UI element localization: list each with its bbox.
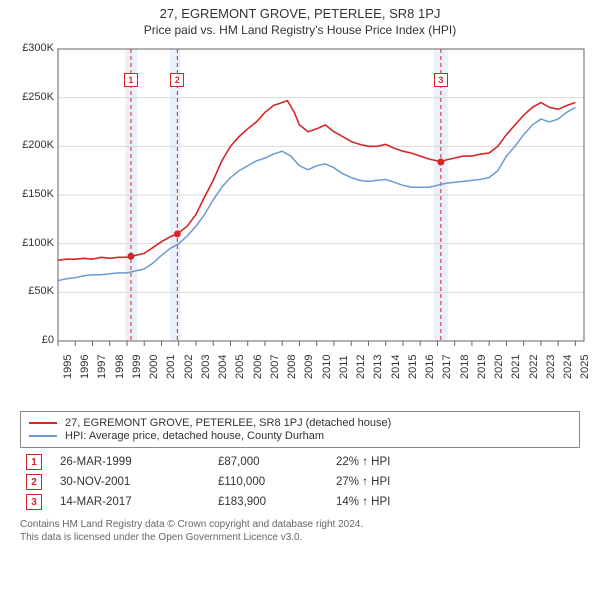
x-tick-label: 2022: [528, 355, 540, 379]
sale-marker-3: 3: [434, 73, 448, 87]
x-tick-label: 2008: [286, 355, 298, 379]
x-tick-label: 2000: [148, 355, 160, 379]
x-tick-label: 2002: [183, 355, 195, 379]
x-tick-label: 1996: [79, 355, 91, 379]
sale-delta: 14% ↑ HPI: [336, 496, 456, 508]
x-tick-label: 1999: [131, 355, 143, 379]
x-tick-label: 2023: [545, 355, 557, 379]
sale-row: 1 26-MAR-1999 £87,000 22% ↑ HPI: [20, 454, 580, 470]
x-tick-label: 2003: [200, 355, 212, 379]
x-tick-label: 2005: [234, 355, 246, 379]
x-tick-label: 2019: [476, 355, 488, 379]
sale-number-badge: 1: [26, 454, 42, 470]
y-tick-label: £150K: [10, 188, 54, 200]
x-tick-label: 2004: [217, 355, 229, 379]
x-tick-label: 1998: [114, 355, 126, 379]
x-tick-label: 2001: [165, 355, 177, 379]
legend-label: HPI: Average price, detached house, Coun…: [65, 430, 324, 442]
x-tick-label: 2015: [407, 355, 419, 379]
sales-table: 1 26-MAR-1999 £87,000 22% ↑ HPI 2 30-NOV-2001…: [20, 454, 580, 510]
x-tick-label: 2020: [493, 355, 505, 379]
y-tick-label: £200K: [10, 139, 54, 151]
x-tick-label: 2007: [269, 355, 281, 379]
x-tick-label: 2014: [390, 355, 402, 379]
sale-price: £87,000: [218, 456, 318, 468]
sale-marker-1: 1: [124, 73, 138, 87]
sale-row: 3 14-MAR-2017 £183,900 14% ↑ HPI: [20, 494, 580, 510]
legend-swatch: [29, 422, 57, 424]
legend-row: 27, EGREMONT GROVE, PETERLEE, SR8 1PJ (d…: [29, 417, 571, 429]
sale-date: 30-NOV-2001: [60, 476, 200, 488]
y-tick-label: £250K: [10, 91, 54, 103]
chart-title: 27, EGREMONT GROVE, PETERLEE, SR8 1PJ: [0, 6, 600, 21]
chart-area: £0 £50K £100K £150K £200K £250K £300K 1995 1996 1…: [10, 43, 590, 403]
sale-date: 26-MAR-1999: [60, 456, 200, 468]
sale-number-badge: 3: [26, 494, 42, 510]
x-tick-label: 2010: [321, 355, 333, 379]
sale-price: £110,000: [218, 476, 318, 488]
footer-line2: This data is licensed under the Open Gov…: [20, 531, 580, 544]
y-tick-label: £100K: [10, 237, 54, 249]
chart-svg: [10, 43, 590, 403]
sale-price: £183,900: [218, 496, 318, 508]
sale-number-badge: 2: [26, 474, 42, 490]
sale-delta: 22% ↑ HPI: [336, 456, 456, 468]
sale-date: 14-MAR-2017: [60, 496, 200, 508]
y-tick-label: £50K: [10, 285, 54, 297]
sale-marker-2: 2: [170, 73, 184, 87]
x-tick-label: 2016: [424, 355, 436, 379]
legend: 27, EGREMONT GROVE, PETERLEE, SR8 1PJ (d…: [20, 411, 580, 448]
x-tick-label: 2021: [510, 355, 522, 379]
x-tick-label: 2018: [459, 355, 471, 379]
y-tick-label: £300K: [10, 42, 54, 54]
x-tick-label: 1995: [62, 355, 74, 379]
y-tick-label: £0: [10, 334, 54, 346]
chart-subtitle: Price paid vs. HM Land Registry's House …: [0, 23, 600, 37]
x-tick-label: 1997: [96, 355, 108, 379]
x-tick-label: 2025: [579, 355, 591, 379]
x-tick-label: 2006: [252, 355, 264, 379]
x-tick-label: 2009: [303, 355, 315, 379]
sale-delta: 27% ↑ HPI: [336, 476, 456, 488]
x-tick-label: 2012: [355, 355, 367, 379]
x-tick-label: 2017: [441, 355, 453, 379]
x-tick-label: 2011: [338, 355, 350, 379]
footer-attribution: Contains HM Land Registry data © Crown c…: [20, 518, 580, 544]
sale-row: 2 30-NOV-2001 £110,000 27% ↑ HPI: [20, 474, 580, 490]
legend-label: 27, EGREMONT GROVE, PETERLEE, SR8 1PJ (d…: [65, 417, 391, 429]
x-tick-label: 2024: [562, 355, 574, 379]
x-tick-label: 2013: [372, 355, 384, 379]
footer-line1: Contains HM Land Registry data © Crown c…: [20, 518, 580, 531]
legend-swatch: [29, 435, 57, 437]
legend-row: HPI: Average price, detached house, Coun…: [29, 430, 571, 442]
